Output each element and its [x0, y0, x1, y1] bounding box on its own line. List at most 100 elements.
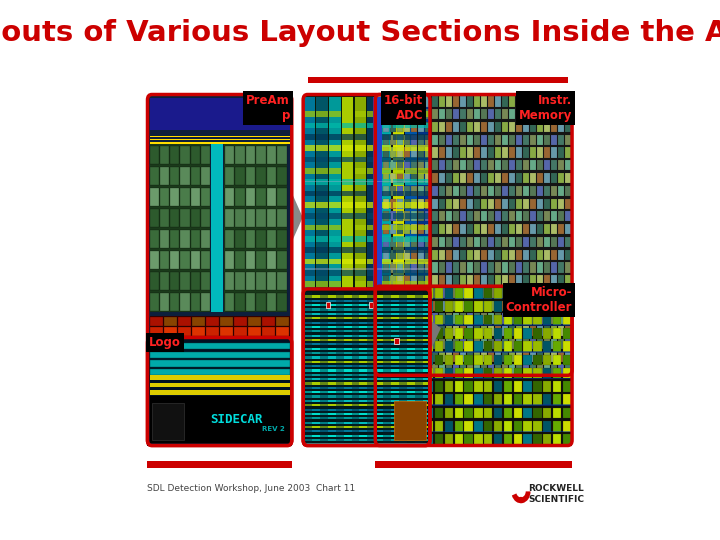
- Bar: [354, 236, 366, 242]
- Bar: [435, 381, 444, 391]
- Bar: [181, 293, 189, 311]
- Bar: [552, 352, 557, 362]
- Bar: [305, 321, 428, 323]
- Bar: [305, 295, 428, 298]
- Bar: [164, 316, 177, 326]
- Bar: [395, 381, 404, 391]
- Bar: [537, 288, 544, 298]
- Bar: [537, 186, 544, 196]
- Bar: [439, 109, 445, 119]
- Bar: [439, 97, 445, 106]
- Bar: [563, 408, 571, 418]
- Bar: [453, 237, 459, 247]
- Bar: [392, 145, 404, 151]
- Bar: [383, 186, 389, 196]
- Bar: [376, 109, 382, 119]
- Bar: [390, 224, 396, 234]
- Bar: [565, 211, 572, 221]
- Bar: [446, 97, 452, 106]
- Bar: [342, 179, 354, 185]
- Bar: [148, 94, 292, 445]
- Bar: [484, 355, 492, 365]
- Bar: [376, 199, 382, 209]
- Bar: [523, 408, 532, 418]
- Bar: [354, 406, 366, 411]
- Bar: [453, 122, 459, 132]
- Bar: [516, 275, 522, 285]
- Bar: [367, 383, 379, 389]
- Bar: [390, 211, 396, 221]
- Bar: [553, 288, 562, 299]
- Bar: [446, 160, 452, 171]
- Bar: [161, 209, 169, 227]
- Bar: [207, 338, 219, 347]
- Bar: [329, 315, 341, 321]
- Bar: [565, 339, 572, 349]
- Bar: [418, 134, 429, 140]
- Bar: [152, 440, 287, 443]
- Bar: [418, 173, 424, 183]
- Bar: [354, 327, 366, 332]
- Bar: [474, 211, 480, 221]
- Bar: [191, 167, 199, 185]
- Bar: [267, 209, 276, 227]
- Bar: [342, 236, 354, 242]
- Bar: [418, 168, 429, 174]
- Bar: [502, 224, 508, 234]
- Bar: [375, 298, 572, 300]
- Bar: [415, 434, 423, 445]
- Bar: [404, 339, 410, 349]
- Bar: [544, 275, 550, 285]
- Text: Instr.
Memory: Instr. Memory: [518, 94, 572, 122]
- Bar: [418, 275, 424, 285]
- Bar: [435, 408, 444, 418]
- Bar: [565, 160, 572, 171]
- Bar: [376, 134, 382, 145]
- Bar: [383, 224, 389, 234]
- Bar: [516, 288, 522, 298]
- Bar: [488, 249, 494, 260]
- Bar: [425, 237, 431, 247]
- Bar: [376, 288, 382, 298]
- Bar: [405, 225, 417, 231]
- Bar: [559, 275, 564, 285]
- Bar: [304, 123, 315, 129]
- Bar: [354, 259, 366, 265]
- Bar: [432, 211, 438, 221]
- Bar: [488, 364, 494, 375]
- Bar: [425, 315, 433, 326]
- Bar: [304, 361, 315, 366]
- Bar: [460, 301, 466, 311]
- Bar: [445, 408, 453, 418]
- Bar: [563, 421, 571, 431]
- Bar: [553, 355, 562, 365]
- Bar: [484, 328, 492, 339]
- Bar: [220, 348, 233, 357]
- Bar: [418, 281, 429, 287]
- Bar: [392, 236, 404, 242]
- Bar: [305, 339, 428, 341]
- Bar: [488, 326, 494, 336]
- Bar: [150, 352, 289, 358]
- Bar: [504, 381, 512, 391]
- Bar: [390, 249, 396, 260]
- Bar: [559, 199, 564, 209]
- Text: PreAm
p: PreAm p: [246, 94, 290, 122]
- Bar: [235, 146, 245, 164]
- Bar: [523, 355, 532, 365]
- Bar: [488, 211, 494, 221]
- Bar: [329, 134, 341, 140]
- Bar: [488, 199, 494, 209]
- Bar: [392, 168, 404, 174]
- Bar: [418, 123, 429, 129]
- Bar: [373, 97, 382, 443]
- Bar: [354, 97, 366, 443]
- Bar: [276, 348, 289, 357]
- Bar: [425, 134, 431, 145]
- Bar: [304, 236, 315, 242]
- Bar: [432, 249, 438, 260]
- Bar: [317, 315, 328, 321]
- Bar: [418, 109, 424, 119]
- Bar: [392, 315, 404, 321]
- Bar: [467, 301, 473, 311]
